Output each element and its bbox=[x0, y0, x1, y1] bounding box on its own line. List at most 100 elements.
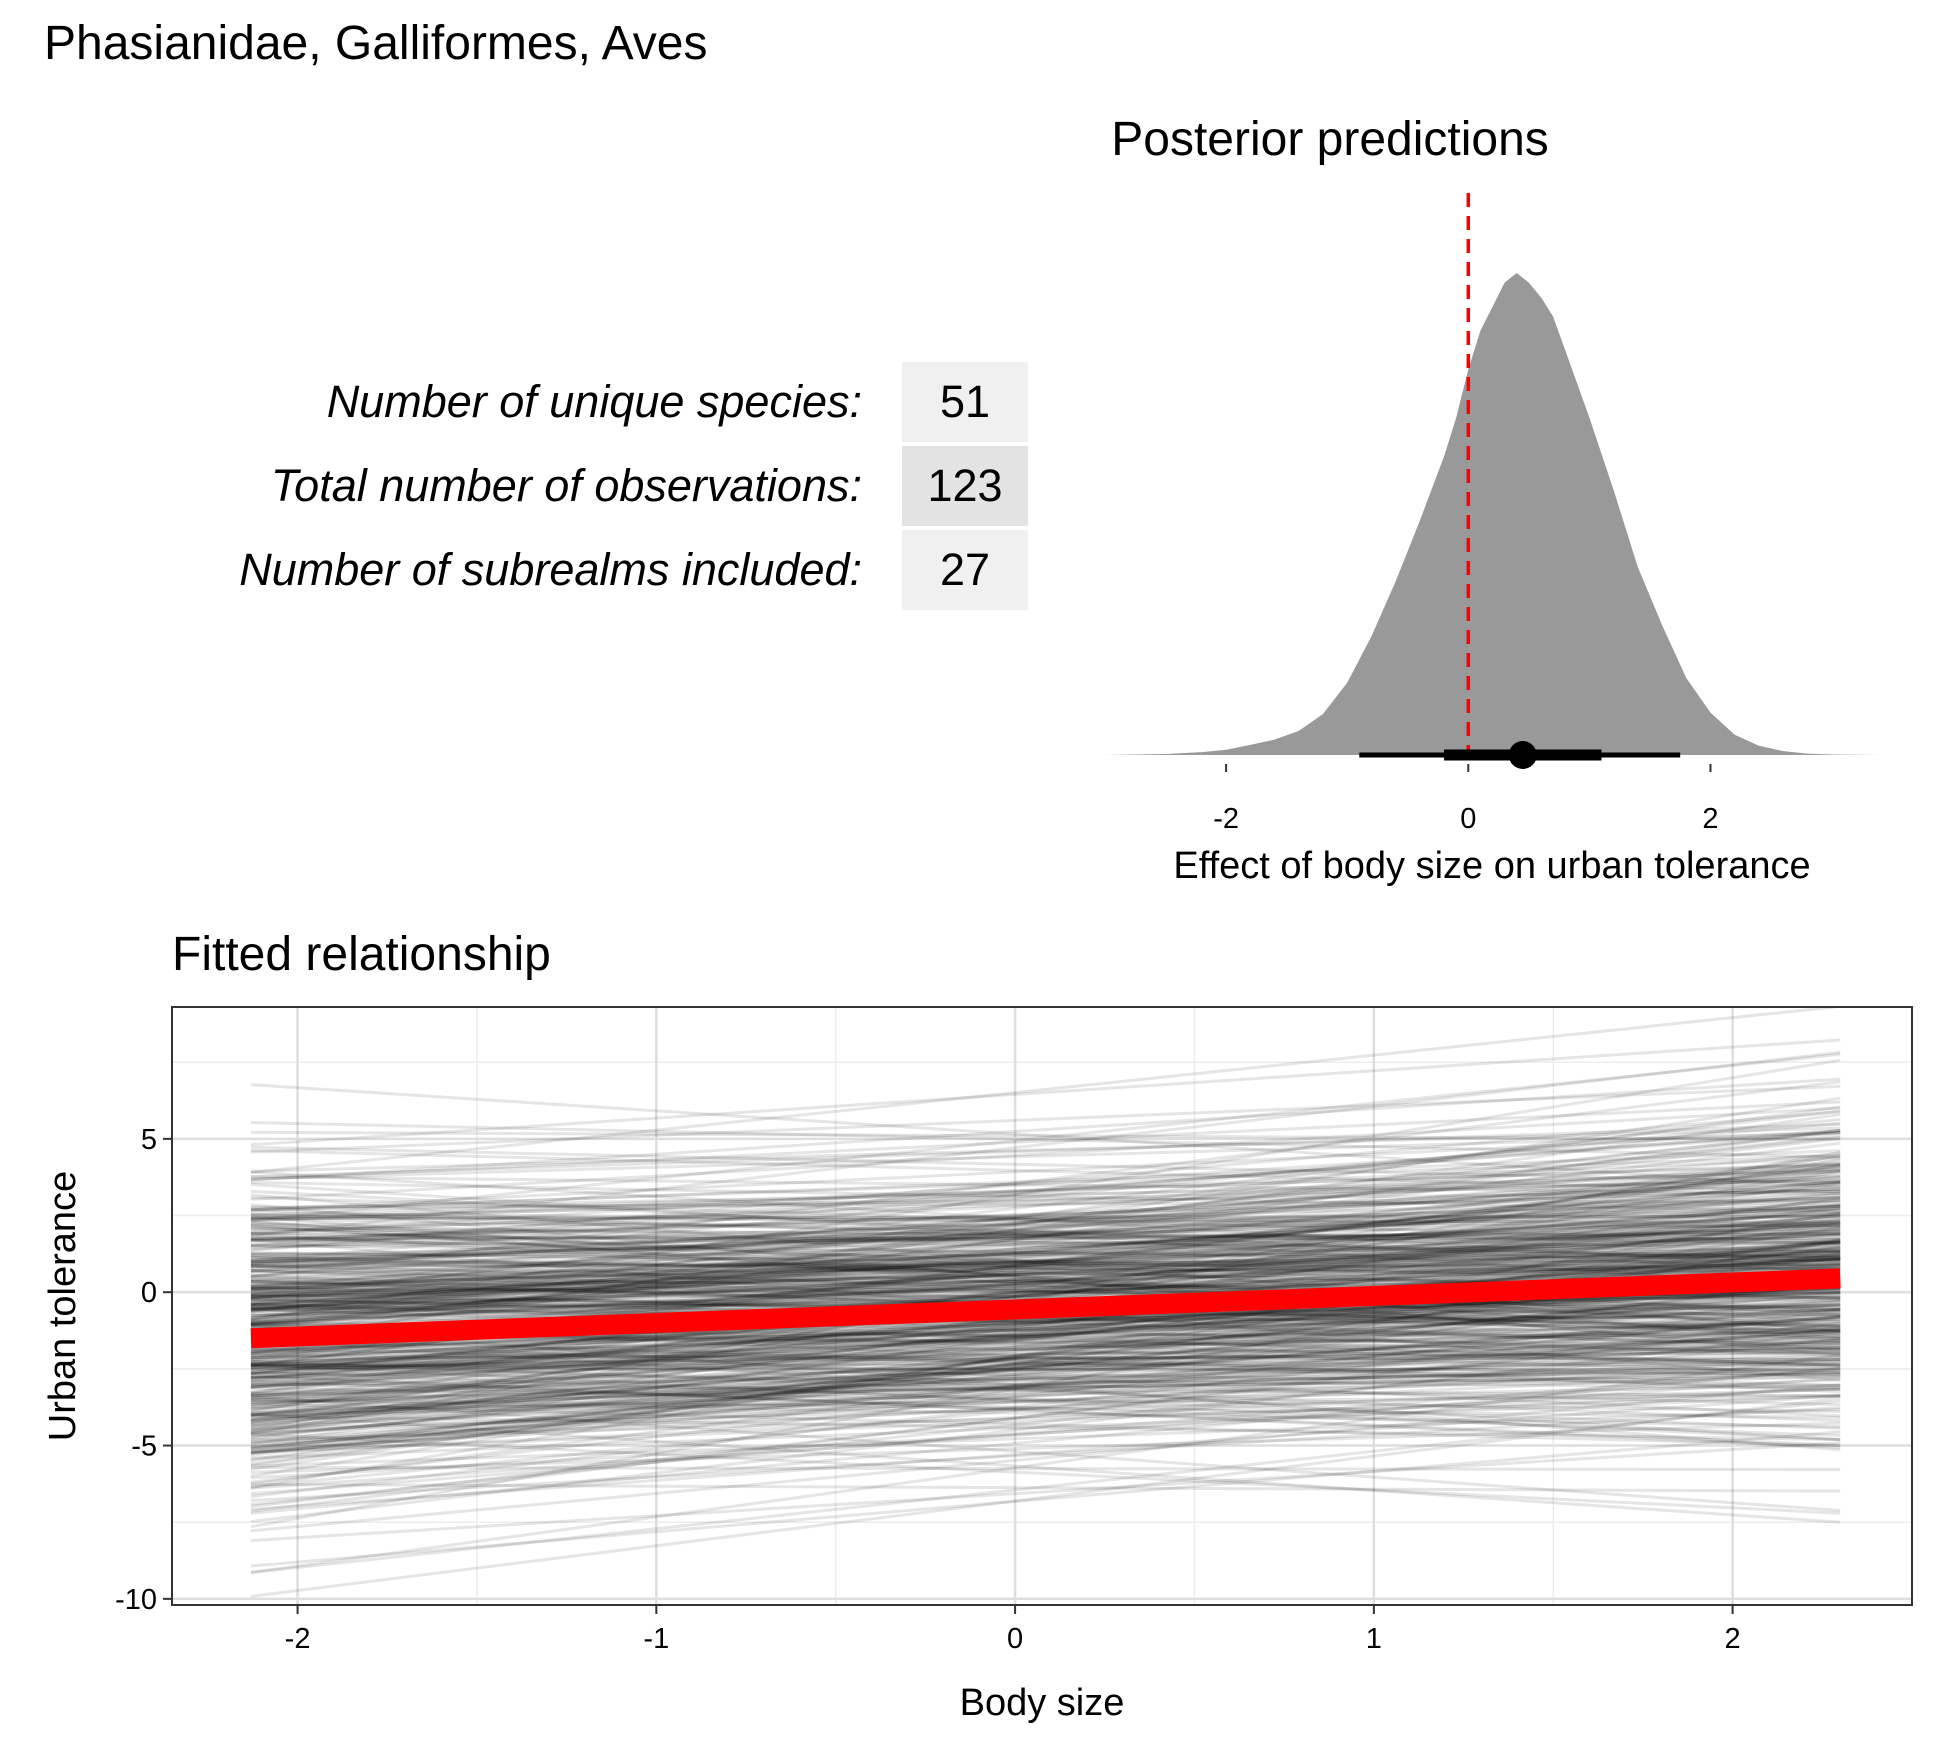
posterior-draw-line bbox=[250, 1340, 1841, 1369]
posterior-draw-line bbox=[250, 1352, 1841, 1417]
fitted-y-label: Urban tolerance bbox=[42, 1171, 84, 1441]
posterior-draw-line bbox=[250, 1257, 1841, 1318]
posterior-draw-line bbox=[250, 1058, 1841, 1321]
posterior-draw-line bbox=[250, 1100, 1841, 1182]
posterior-draw-line bbox=[250, 1321, 1841, 1508]
posterior-draw-line bbox=[250, 1207, 1841, 1305]
posterior-draw-line bbox=[250, 1314, 1841, 1455]
posterior-draw-line bbox=[250, 1386, 1841, 1480]
posterior-draw-line bbox=[250, 1193, 1841, 1333]
posterior-draw-line bbox=[250, 1230, 1841, 1247]
posterior-draw-line bbox=[250, 1200, 1841, 1264]
posterior-draw-line bbox=[250, 1257, 1841, 1291]
stat-row-subrealms: Number of subrealms included: 27 bbox=[0, 530, 1040, 610]
posterior-draw-line bbox=[250, 1359, 1841, 1418]
posterior-draw-line bbox=[250, 1219, 1841, 1286]
posterior-draw-line bbox=[250, 1302, 1841, 1367]
posterior-draw-line bbox=[250, 1237, 1841, 1291]
posterior-draw-line bbox=[250, 1228, 1841, 1241]
posterior-draw-line bbox=[250, 1286, 1841, 1355]
posterior-draw-line bbox=[250, 1080, 1841, 1279]
posterior-draw-line bbox=[250, 1232, 1841, 1289]
posterior-draw-line bbox=[250, 1323, 1841, 1452]
fitted-title: Fitted relationship bbox=[172, 928, 551, 981]
posterior-draw-line bbox=[250, 1187, 1841, 1241]
posterior-draw-line bbox=[250, 1231, 1841, 1260]
posterior-draw-line bbox=[250, 1258, 1841, 1279]
posterior-draw-line bbox=[250, 1372, 1841, 1405]
posterior-draw-line bbox=[250, 1286, 1841, 1456]
posterior-draw-line bbox=[250, 1106, 1841, 1201]
posterior-chart: Posterior predictions -2 0 2 Effect of bod… bbox=[1105, 113, 1880, 887]
posterior-draw-line bbox=[250, 1211, 1841, 1490]
posterior-draw-line bbox=[250, 1235, 1841, 1287]
posterior-x-tick-label: -2 bbox=[1213, 803, 1239, 835]
posterior-draw-line bbox=[250, 1222, 1841, 1446]
posterior-draw-line bbox=[250, 1262, 1841, 1291]
posterior-draw-line bbox=[250, 1297, 1841, 1398]
posterior-draw-line bbox=[250, 1203, 1841, 1263]
posterior-draw-line bbox=[250, 1245, 1841, 1286]
posterior-draw-line bbox=[250, 1363, 1841, 1441]
posterior-draw-line bbox=[250, 1263, 1841, 1312]
posterior-draw-line bbox=[250, 1432, 1841, 1515]
posterior-draw-line bbox=[250, 1175, 1841, 1296]
posterior-draw-line bbox=[250, 1370, 1841, 1445]
posterior-draw-line bbox=[250, 1169, 1841, 1277]
posterior-draw-line bbox=[250, 1204, 1841, 1266]
posterior-draw-line bbox=[250, 1277, 1841, 1486]
posterior-draw-line bbox=[250, 1141, 1841, 1331]
point-estimate bbox=[1508, 741, 1537, 769]
posterior-draw-line bbox=[250, 1171, 1841, 1313]
posterior-draw-line bbox=[250, 1182, 1841, 1289]
posterior-draw-line bbox=[250, 1246, 1841, 1399]
posterior-draw-line bbox=[250, 1328, 1841, 1442]
posterior-draw-line bbox=[250, 1388, 1841, 1430]
posterior-draw-line bbox=[250, 1162, 1841, 1293]
posterior-draw-line bbox=[250, 1245, 1841, 1324]
posterior-draw-line bbox=[250, 1346, 1841, 1396]
stat-row-observations: Total number of observations: 123 bbox=[0, 446, 1040, 526]
posterior-draw-line bbox=[250, 1263, 1841, 1268]
posterior-draw-line bbox=[250, 1225, 1841, 1478]
posterior-draw-line bbox=[250, 1193, 1841, 1307]
mean-fit-line bbox=[250, 1268, 1841, 1349]
posterior-draw-line bbox=[250, 1282, 1841, 1449]
posterior-draw-line bbox=[250, 1199, 1841, 1249]
posterior-draw-line bbox=[250, 1283, 1841, 1403]
stat-label: Number of unique species: bbox=[326, 376, 862, 427]
posterior-draw-line bbox=[250, 1130, 1841, 1141]
posterior-draw-line bbox=[250, 1149, 1841, 1194]
posterior-draw-line bbox=[250, 1350, 1841, 1367]
posterior-draw-line bbox=[250, 1306, 1841, 1332]
posterior-draw-line bbox=[250, 1239, 1841, 1418]
posterior-draw-line bbox=[250, 1354, 1841, 1404]
posterior-draw-line bbox=[250, 1283, 1841, 1451]
posterior-draw-line bbox=[250, 1308, 1841, 1351]
posterior-draw-line bbox=[250, 1251, 1841, 1299]
posterior-draw-line bbox=[250, 1338, 1841, 1442]
posterior-draw-line bbox=[250, 1077, 1841, 1182]
posterior-draw-line bbox=[250, 1162, 1841, 1271]
posterior-draw-line bbox=[250, 1262, 1841, 1275]
fitted-x-label: Body size bbox=[960, 1682, 1125, 1724]
posterior-draw-line bbox=[250, 1233, 1841, 1288]
posterior-draw-line bbox=[250, 1398, 1841, 1419]
x-axis-tick-label: -2 bbox=[285, 1623, 311, 1655]
posterior-draw-line bbox=[250, 1149, 1841, 1213]
posterior-draw-line bbox=[250, 1220, 1841, 1312]
posterior-draw-line bbox=[250, 1258, 1841, 1325]
posterior-draw-line bbox=[250, 1180, 1841, 1263]
posterior-draw-line bbox=[250, 1187, 1841, 1242]
posterior-draw-line bbox=[250, 1181, 1841, 1299]
posterior-draw-line bbox=[250, 1216, 1841, 1224]
posterior-draw-line bbox=[250, 1175, 1841, 1196]
posterior-draw-line bbox=[250, 1224, 1841, 1331]
posterior-draw-line bbox=[250, 1236, 1841, 1241]
posterior-draw-line bbox=[250, 1343, 1841, 1414]
posterior-draw-line bbox=[250, 1126, 1841, 1173]
posterior-draw-line bbox=[250, 1430, 1841, 1568]
posterior-draw-line bbox=[250, 1231, 1841, 1323]
posterior-draw-line bbox=[250, 1302, 1841, 1357]
posterior-draw-line bbox=[250, 1307, 1841, 1426]
